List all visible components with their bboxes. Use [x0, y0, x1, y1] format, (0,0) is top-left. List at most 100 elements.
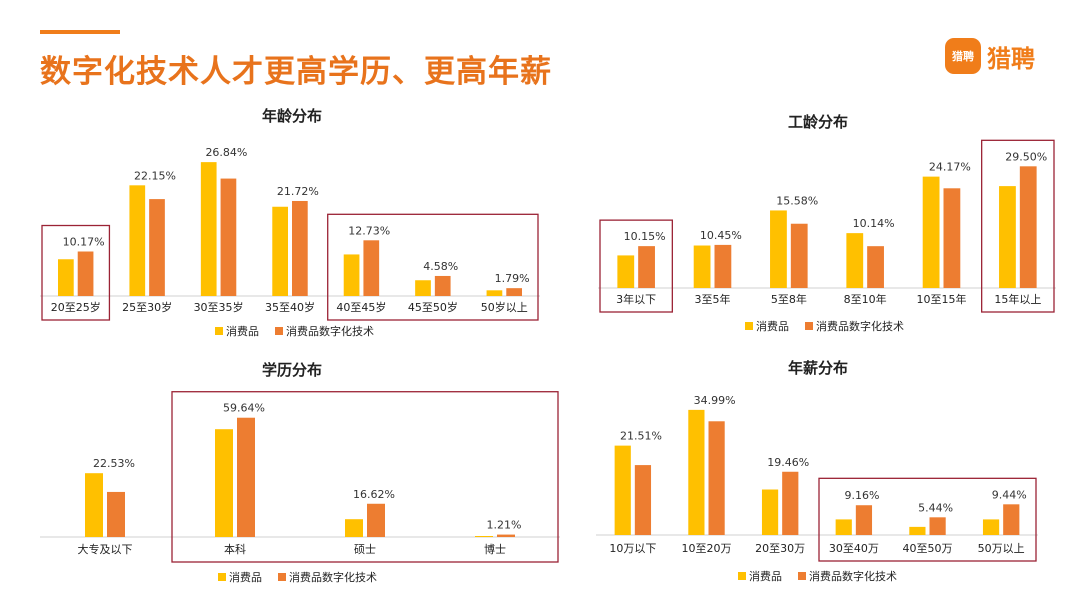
data-label: 4.58%	[423, 260, 458, 273]
highlight-box	[41, 224, 111, 321]
bar-consumer-goods	[486, 290, 503, 296]
liepin-logo-text: 猎聘	[987, 44, 1035, 73]
legend-label-consumer-goods: 消费品	[749, 569, 782, 583]
bar-consumer-goods	[761, 489, 779, 535]
page-title: 数字化技术人才更高学历、更高年薪	[40, 54, 552, 90]
category-label: 10至15年	[917, 292, 967, 306]
category-label: 45至50岁	[408, 300, 458, 314]
bar-consumer-goods	[922, 176, 940, 288]
bar-consumer-goods	[58, 259, 74, 296]
bar-consumer-goods	[688, 409, 705, 535]
data-label: 59.64%	[223, 402, 265, 415]
category-label: 20至25岁	[51, 300, 101, 314]
highlight-box	[171, 391, 559, 563]
category-label: 50岁以上	[481, 300, 528, 314]
category-label: 40至45岁	[336, 300, 386, 314]
bar-consumer-digital-tech	[1003, 504, 1020, 535]
legend-label-consumer-digital-tech: 消费品数字化技术	[289, 570, 377, 584]
highlight-box	[981, 139, 1055, 313]
bar-consumer-digital-tech	[782, 471, 799, 535]
bar-consumer-digital-tech	[929, 517, 946, 535]
category-label: 25至30岁	[122, 300, 172, 314]
category-label: 30至40万	[829, 542, 879, 555]
highlight-box	[599, 219, 673, 313]
bar-consumer-goods	[215, 429, 233, 537]
bar-consumer-goods	[415, 280, 431, 296]
bar-consumer-goods	[909, 526, 926, 535]
legend-swatch-consumer-goods	[745, 322, 753, 330]
title-accent-line	[40, 30, 120, 34]
data-label: 26.84%	[205, 146, 247, 159]
data-label: 21.72%	[277, 185, 319, 198]
data-label: 15.58%	[776, 194, 818, 207]
data-label: 9.16%	[844, 489, 879, 502]
category-label: 8至10年	[844, 292, 887, 306]
highlight-box	[327, 213, 539, 321]
chart-title: 年龄分布	[262, 107, 322, 125]
data-label: 24.17%	[929, 161, 971, 174]
data-label: 16.62%	[353, 488, 395, 501]
legend-swatch-consumer-goods	[738, 572, 746, 580]
bar-consumer-digital-tech	[867, 246, 884, 288]
bar-consumer-goods	[846, 233, 864, 288]
category-label: 10万以下	[609, 542, 656, 555]
category-label: 5至8年	[771, 292, 807, 306]
category-label: 3至5年	[695, 292, 731, 306]
bar-consumer-digital-tech	[149, 199, 165, 296]
data-label: 1.79%	[495, 272, 530, 285]
category-label: 40至50万	[903, 542, 953, 555]
category-label: 10至20万	[682, 542, 732, 555]
category-label: 3年以下	[616, 292, 656, 306]
bar-consumer-digital-tech	[638, 246, 655, 288]
category-label: 硕士	[354, 543, 376, 556]
data-label: 10.17%	[63, 236, 105, 249]
data-label: 10.14%	[853, 217, 895, 230]
bar-consumer-goods	[129, 185, 146, 296]
bar-consumer-digital-tech	[292, 200, 308, 296]
bar-consumer-digital-tech	[714, 244, 732, 288]
bar-consumer-digital-tech	[1019, 166, 1037, 288]
category-label: 30至35岁	[194, 300, 244, 314]
bar-consumer-goods	[693, 245, 711, 288]
legend-swatch-consumer-goods	[215, 327, 223, 335]
data-label: 22.15%	[134, 169, 176, 182]
bar-consumer-digital-tech	[77, 251, 94, 296]
category-label: 大专及以下	[78, 542, 133, 556]
bar-consumer-digital-tech	[634, 465, 652, 535]
bar-consumer-goods	[475, 536, 493, 537]
bar-consumer-goods	[835, 519, 852, 535]
data-label: 34.99%	[694, 394, 736, 407]
chart-title: 年薪分布	[788, 359, 848, 377]
bar-consumer-goods	[770, 210, 787, 288]
bar-consumer-digital-tech	[506, 288, 522, 296]
bar-consumer-goods	[272, 206, 288, 296]
category-label: 15年以上	[994, 292, 1041, 306]
legend-swatch-consumer-digital-tech	[278, 573, 286, 581]
legend-label-consumer-digital-tech: 消费品数字化技术	[286, 324, 374, 338]
chart-title: 学历分布	[262, 361, 322, 379]
bar-consumer-digital-tech	[107, 491, 125, 537]
legend-swatch-consumer-digital-tech	[805, 322, 813, 330]
data-label: 22.53%	[93, 457, 135, 470]
bar-consumer-goods	[999, 186, 1016, 288]
bar-consumer-goods	[982, 519, 1000, 535]
bar-consumer-digital-tech	[434, 275, 451, 296]
category-label: 博士	[484, 543, 506, 556]
bar-consumer-goods	[345, 519, 363, 537]
bar-consumer-goods	[200, 162, 217, 296]
legend-label-consumer-goods: 消费品	[756, 319, 789, 333]
data-label: 12.73%	[348, 224, 390, 237]
data-label: 21.51%	[620, 430, 662, 443]
legend-label-consumer-digital-tech: 消费品数字化技术	[809, 569, 897, 583]
legend-label-consumer-digital-tech: 消费品数字化技术	[816, 319, 904, 333]
bar-consumer-digital-tech	[497, 534, 515, 537]
category-label: 本科	[224, 542, 246, 556]
data-label: 10.15%	[624, 230, 666, 243]
bar-consumer-digital-tech	[237, 417, 255, 537]
bar-consumer-goods	[85, 473, 103, 537]
bar-consumer-digital-tech	[943, 188, 961, 288]
bar-consumer-digital-tech	[363, 240, 380, 296]
